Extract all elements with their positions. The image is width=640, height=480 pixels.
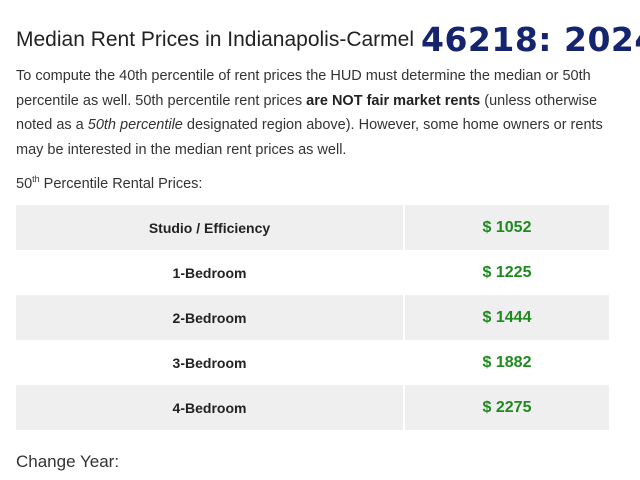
table-row: 1-Bedroom $ 1225 (16, 250, 609, 295)
unit-type-cell: 4-Bedroom (16, 385, 405, 430)
table-row: 2-Bedroom $ 1444 (16, 295, 609, 340)
intro-text-2: (unless otherwise noted as a (16, 92, 598, 134)
price-cell: $ 1225 (482, 263, 532, 281)
table-row: 3-Bedroom $ 1882 (16, 340, 609, 385)
unit-type-cell: 1-Bedroom (16, 250, 405, 295)
unit-type-cell: Studio / Efficiency (16, 205, 405, 250)
subheading-number: 50 (16, 176, 33, 192)
subheading-suffix: th (32, 174, 40, 184)
zip-year-title: 46218: 2024 (421, 20, 640, 59)
rent-prices-table: Studio / Efficiency $ 1052 1-Bedroom $ 1… (16, 205, 609, 430)
subheading-text: Percentile Rental Prices: (39, 176, 203, 192)
price-cell: $ 1052 (405, 205, 609, 250)
table-row: 4-Bedroom $ 2275 (16, 385, 609, 430)
intro-paragraph: To compute the 40th percentile of rent p… (16, 64, 616, 162)
intro-text-3: designated region above). However, some … (16, 117, 603, 158)
page-title: Median Rent Prices in Indianapolis-Carme… (16, 28, 415, 51)
unit-type-cell: 2-Bedroom (16, 295, 405, 340)
price-cell: $ 1882 (482, 353, 532, 371)
table-row: Studio / Efficiency $ 1052 (16, 205, 609, 250)
change-year-label: Change Year: (16, 452, 120, 471)
price-cell: $ 2275 (405, 385, 609, 430)
percentile-subheading: 50th Percentile Rental Prices: (16, 174, 203, 193)
unit-type-cell: 3-Bedroom (16, 340, 405, 385)
intro-bold-text: are NOT fair market rents (306, 92, 481, 109)
intro-text-1: To compute the 40th percentile of rent p… (16, 68, 591, 109)
intro-italic-text: 50th percentile (87, 117, 183, 133)
price-cell: $ 1444 (405, 295, 609, 340)
